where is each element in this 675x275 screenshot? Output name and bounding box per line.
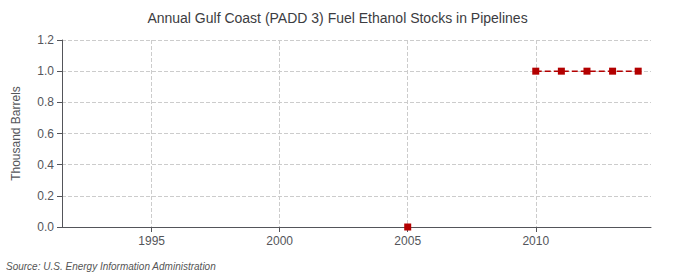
svg-text:1.2: 1.2 [37, 33, 54, 47]
svg-text:2000: 2000 [266, 234, 293, 248]
svg-text:Source: U.S. Energy Informatio: Source: U.S. Energy Information Administ… [6, 261, 216, 272]
svg-text:2005: 2005 [394, 234, 421, 248]
svg-text:Annual Gulf Coast (PADD 3) Fue: Annual Gulf Coast (PADD 3) Fuel Ethanol … [147, 10, 527, 26]
svg-text:0.8: 0.8 [37, 95, 54, 109]
svg-text:0.4: 0.4 [37, 158, 54, 172]
svg-text:1995: 1995 [138, 234, 165, 248]
svg-text:0.2: 0.2 [37, 189, 54, 203]
svg-text:1.0: 1.0 [37, 64, 54, 78]
svg-text:0.6: 0.6 [37, 127, 54, 141]
svg-text:0.0: 0.0 [37, 220, 54, 234]
svg-text:2010: 2010 [522, 234, 549, 248]
svg-text:Thousand Barrels: Thousand Barrels [9, 86, 23, 181]
